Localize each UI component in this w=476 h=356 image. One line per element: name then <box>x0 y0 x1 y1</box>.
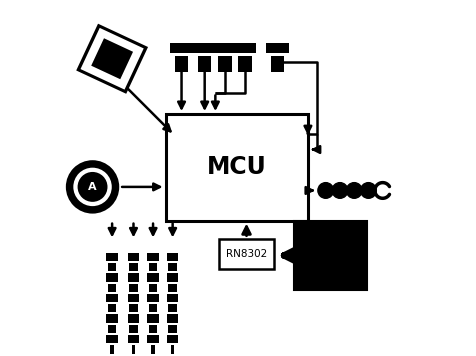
Bar <box>167 253 178 261</box>
Bar <box>147 273 159 282</box>
Bar <box>167 314 178 323</box>
Bar <box>165 114 307 221</box>
Bar <box>195 53 214 56</box>
Bar <box>108 304 116 313</box>
Bar <box>167 294 178 302</box>
Text: A: A <box>88 182 97 192</box>
Bar <box>235 53 254 56</box>
Bar <box>149 263 157 271</box>
Bar <box>129 304 138 313</box>
Bar <box>149 304 157 313</box>
Bar <box>218 53 231 72</box>
Bar <box>169 43 193 53</box>
Bar <box>106 335 118 343</box>
Bar <box>151 345 155 354</box>
Bar <box>129 263 138 271</box>
Bar <box>168 263 177 271</box>
Bar <box>106 314 118 323</box>
Bar <box>128 294 139 302</box>
Bar <box>128 273 139 282</box>
Circle shape <box>346 183 361 198</box>
Bar <box>128 335 139 343</box>
Bar <box>270 53 284 72</box>
Bar <box>218 239 274 269</box>
Circle shape <box>331 183 347 198</box>
Bar <box>147 335 159 343</box>
Bar <box>193 43 216 53</box>
Bar <box>149 325 157 333</box>
Bar <box>293 221 366 290</box>
Text: MCU: MCU <box>207 155 266 179</box>
Bar <box>147 294 159 302</box>
Bar <box>174 53 188 72</box>
Bar <box>108 263 116 271</box>
Bar <box>106 253 118 261</box>
Bar <box>147 253 159 261</box>
Bar <box>238 53 251 72</box>
Bar <box>147 314 159 323</box>
Bar <box>167 273 178 282</box>
Circle shape <box>78 172 107 202</box>
Bar <box>129 284 138 292</box>
Bar <box>215 53 234 56</box>
Bar <box>233 43 256 53</box>
Bar <box>168 325 177 333</box>
Bar <box>129 325 138 333</box>
Bar <box>170 345 174 354</box>
Bar <box>149 284 157 292</box>
Bar <box>168 304 177 313</box>
Circle shape <box>73 168 111 206</box>
Bar <box>171 53 191 56</box>
Bar <box>106 294 118 302</box>
Polygon shape <box>76 24 148 94</box>
Circle shape <box>360 183 376 198</box>
Bar <box>167 335 178 343</box>
Polygon shape <box>91 38 133 79</box>
Bar <box>106 273 118 282</box>
Bar <box>131 345 135 354</box>
Text: RN8302: RN8302 <box>226 248 267 259</box>
Bar <box>110 345 114 354</box>
Bar <box>128 314 139 323</box>
Bar <box>266 43 288 53</box>
Circle shape <box>317 183 333 198</box>
Bar <box>268 53 287 56</box>
Bar <box>108 284 116 292</box>
Bar <box>128 253 139 261</box>
Bar <box>168 284 177 292</box>
Polygon shape <box>80 28 143 90</box>
Bar <box>213 43 236 53</box>
Circle shape <box>66 160 119 214</box>
Bar <box>198 53 211 72</box>
Bar <box>108 325 116 333</box>
